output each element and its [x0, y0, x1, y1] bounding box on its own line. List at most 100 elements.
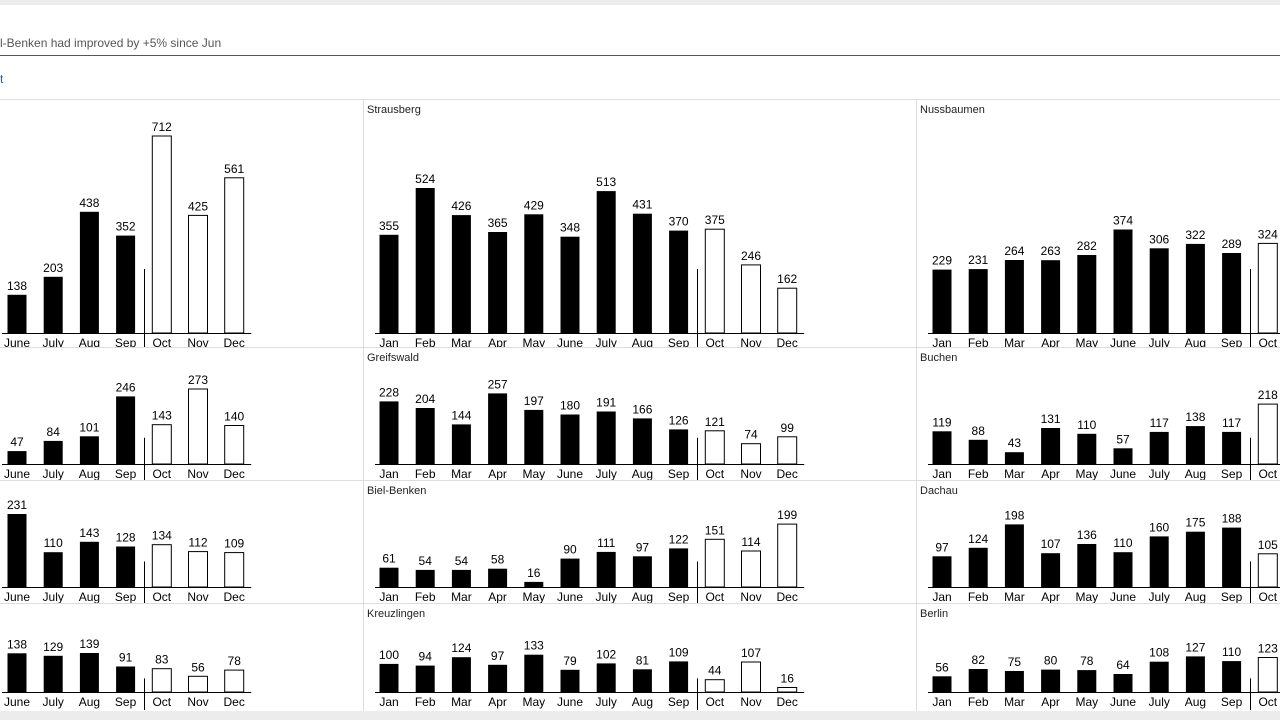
panel-title: Nussbaumen: [920, 104, 985, 116]
value-label: 129: [43, 640, 63, 654]
category-label: July: [596, 336, 617, 347]
actual-bar: [524, 581, 544, 587]
category-label: Nov: [740, 695, 761, 709]
value-label: 88: [972, 424, 986, 438]
actual-bar: [1113, 448, 1133, 464]
category-label: Apr: [488, 695, 507, 709]
actual-bar: [669, 230, 689, 333]
actual-bar: [632, 213, 652, 333]
value-label: 61: [382, 552, 396, 566]
category-label: Aug: [632, 695, 653, 709]
bar-chart: 47 June 84 July 101 Aug 246 Sep 143 Oct 273 Nov 140 D…: [2, 373, 252, 480]
value-label: 107: [1041, 537, 1061, 551]
actual-bar: [1149, 661, 1169, 692]
actual-bar: [1077, 433, 1097, 464]
actual-bar: [79, 211, 99, 333]
actual-bar: [1004, 260, 1024, 333]
value-label: 429: [524, 198, 544, 212]
chart-panel: Greifswald 228 Jan 204 Feb 144 Mar 257 Apr 197 May…: [364, 348, 915, 480]
actual-bar: [415, 408, 435, 464]
value-label: 138: [7, 637, 27, 651]
value-label: 524: [415, 172, 435, 186]
value-label: 109: [669, 645, 689, 659]
category-label: Aug: [1185, 590, 1206, 603]
value-label: 273: [188, 373, 208, 387]
forecast-bar: [777, 436, 798, 465]
value-label: 94: [419, 650, 433, 664]
chart-panel: 138 June 203 July 438 Aug 352 Sep 712 Oct 425 Nov 56…: [0, 100, 362, 347]
bar-chart: 228 Jan 204 Feb 144 Mar 257 Apr 197 May 180 June 191…: [375, 377, 805, 480]
category-label: Oct: [705, 336, 724, 347]
value-label: 102: [596, 647, 616, 661]
value-label: 204: [415, 392, 435, 406]
category-label: Sep: [1221, 695, 1243, 709]
value-label: 140: [224, 410, 244, 424]
value-label: 513: [596, 175, 616, 189]
actual-bar: [43, 440, 63, 464]
actual-bar: [1077, 255, 1097, 333]
forecast-bar: [1257, 242, 1278, 334]
actual-bar: [1041, 553, 1061, 587]
value-label: 431: [632, 198, 652, 212]
forecast-bar: [188, 675, 208, 693]
category-label: Aug: [79, 336, 100, 347]
actual-bar: [1077, 544, 1097, 587]
category-label: Dec: [777, 695, 798, 709]
actual-bar: [932, 269, 952, 333]
panel-title: Strausberg: [367, 104, 421, 116]
category-label: Mar: [451, 695, 472, 709]
value-label: 109: [224, 537, 244, 551]
category-label: Jan: [932, 590, 951, 603]
headline-text: l-Benken had improved by +5% since Jun: [0, 36, 222, 50]
category-label: Jan: [379, 590, 398, 603]
value-label: 54: [455, 554, 469, 568]
value-label: 191: [596, 396, 616, 410]
forecast-bar: [224, 669, 245, 693]
actual-bar: [560, 236, 580, 333]
category-label: Nov: [740, 590, 761, 603]
category-label: Dec: [224, 695, 245, 709]
forecast-bar: [224, 425, 245, 465]
actual-bar: [1222, 431, 1242, 464]
category-label: Sep: [1221, 590, 1243, 603]
value-label: 56: [935, 660, 949, 674]
actual-bar: [1222, 661, 1242, 692]
category-label: May: [1075, 467, 1098, 480]
category-label: Sep: [668, 695, 690, 709]
category-label: Nov: [187, 590, 208, 603]
row-divider: [0, 347, 1280, 348]
value-label: 289: [1222, 237, 1242, 251]
actual-bar: [968, 439, 988, 464]
category-label: Sep: [115, 590, 137, 603]
value-label: 144: [451, 408, 471, 422]
value-label: 78: [1080, 654, 1094, 668]
category-label: Apr: [1041, 336, 1060, 347]
forecast-bar: [188, 551, 208, 588]
value-label: 188: [1222, 512, 1242, 526]
value-label: 58: [491, 553, 505, 567]
category-label: Mar: [1004, 695, 1025, 709]
value-label: 143: [79, 526, 99, 540]
category-label: Dec: [224, 336, 245, 347]
category-label: Apr: [488, 590, 507, 603]
value-label: 99: [781, 421, 795, 435]
value-label: 97: [935, 540, 949, 554]
value-label: 97: [636, 540, 650, 554]
actual-bar: [1041, 428, 1061, 464]
category-label: July: [43, 336, 64, 347]
category-label: Apr: [1041, 467, 1060, 480]
actual-bar: [116, 666, 136, 692]
value-label: 43: [1008, 436, 1022, 450]
category-label: July: [1149, 695, 1170, 709]
value-label: 127: [1185, 640, 1205, 654]
actual-bar: [524, 654, 544, 692]
category-label: July: [596, 467, 617, 480]
chart-panel: Berlin 56 Jan 82 Feb 75 Mar 80 Apr 78 May 64 June 108…: [917, 604, 1280, 711]
actual-bar: [669, 429, 689, 464]
value-label: 218: [1258, 388, 1278, 402]
value-label: 229: [932, 254, 952, 268]
forecast-bar: [151, 135, 172, 334]
actual-bar: [1149, 431, 1169, 464]
header-link[interactable]: t: [0, 72, 4, 86]
actual-bar: [632, 556, 652, 587]
